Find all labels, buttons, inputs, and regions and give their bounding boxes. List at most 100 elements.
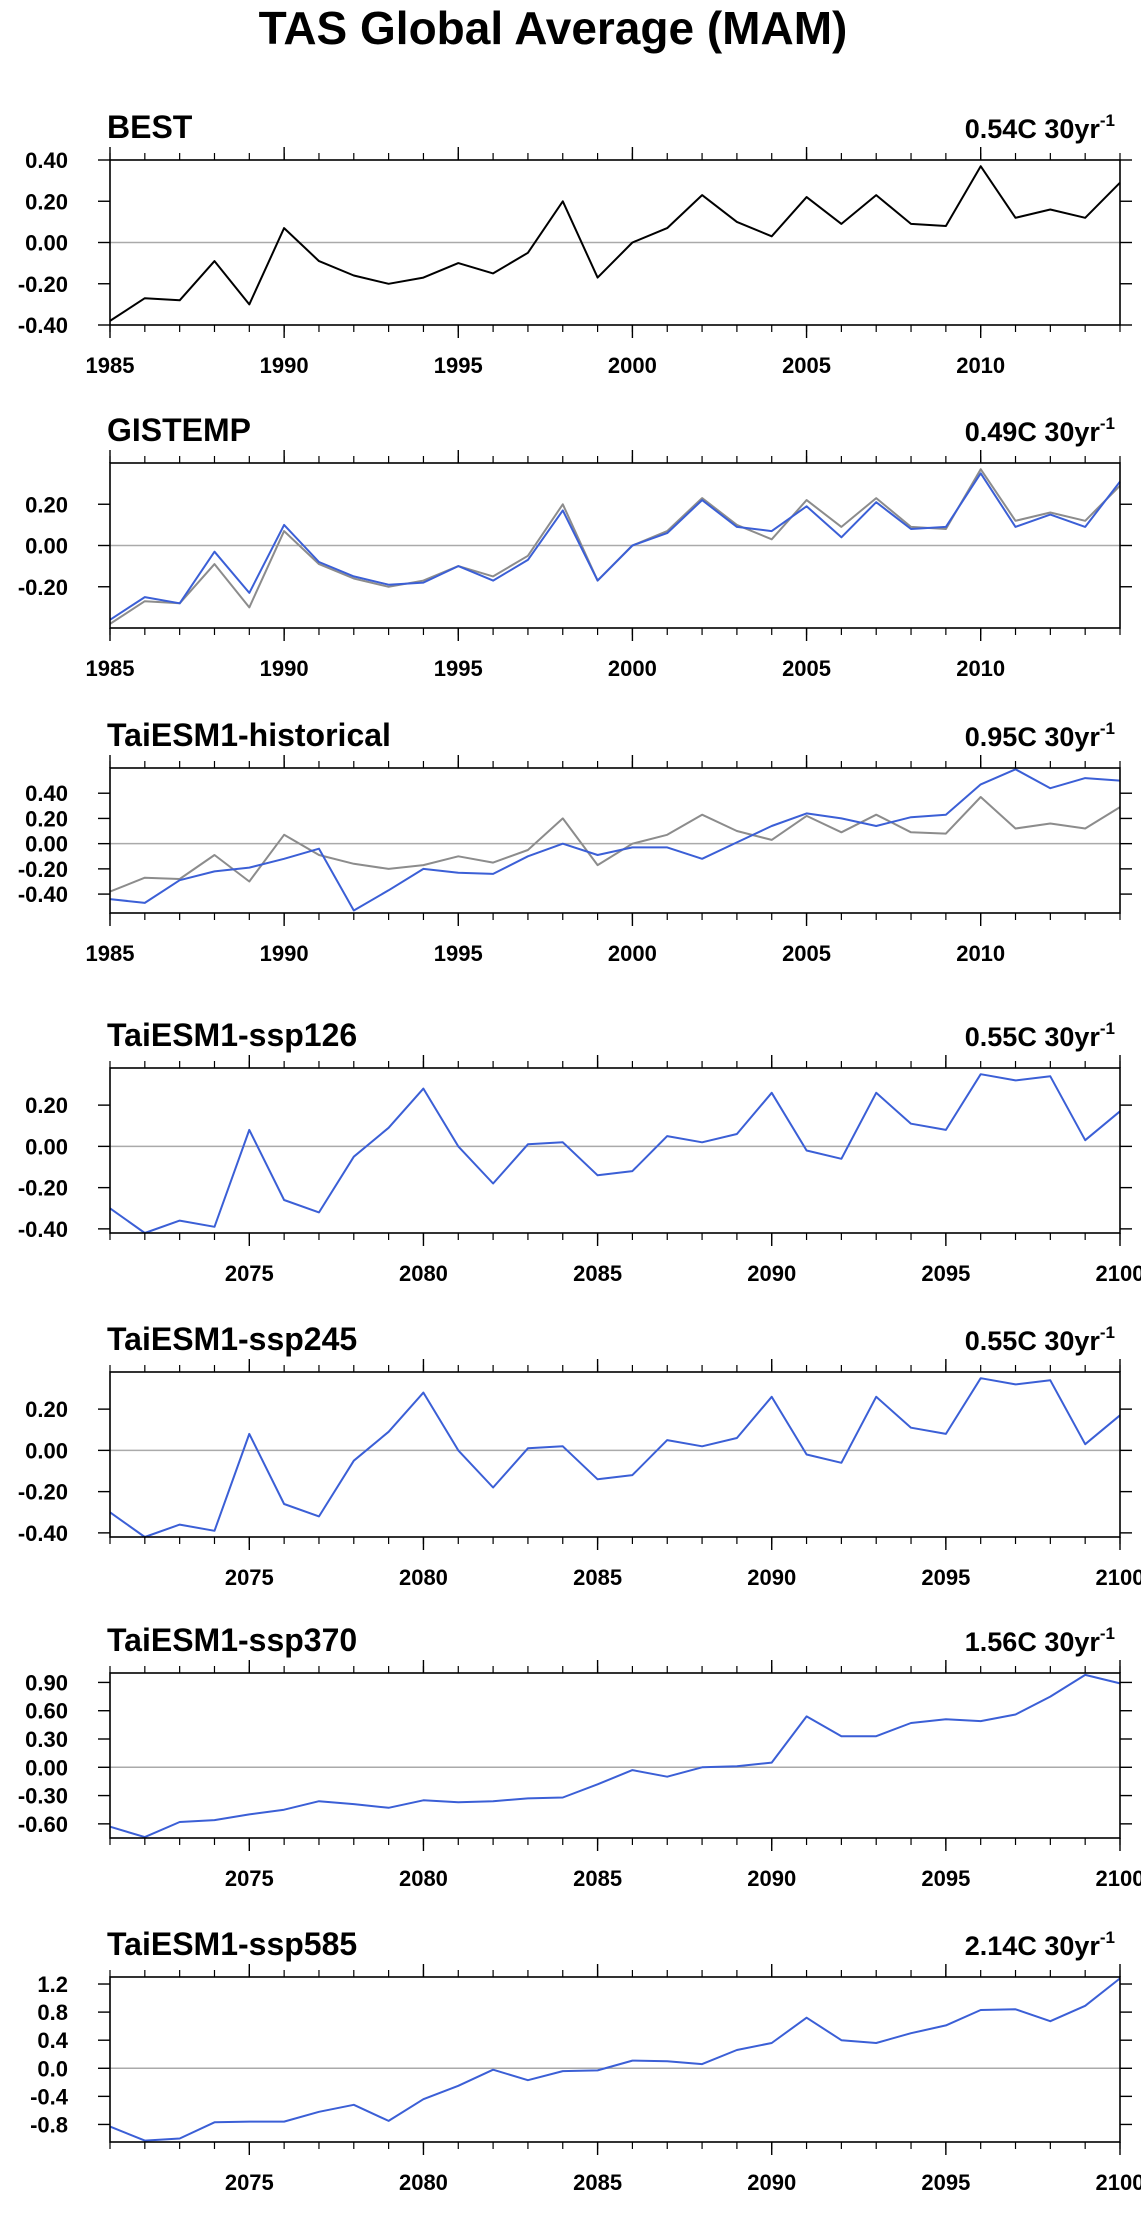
y-tick-label: 0.00 xyxy=(25,1755,68,1780)
y-tick-label: 0.90 xyxy=(25,1670,68,1695)
plot-frame xyxy=(109,767,1121,914)
x-tick-label: 2075 xyxy=(225,1565,274,1590)
x-tick-label: 2075 xyxy=(225,2170,274,2195)
plot-frame xyxy=(109,1672,1121,1839)
x-tick-label: 1990 xyxy=(260,656,309,681)
trend-label: 0.55C 30yr-1 xyxy=(965,1019,1115,1052)
panel-title: TaiESM1-historical xyxy=(107,717,391,753)
trend-label: 2.14C 30yr-1 xyxy=(965,1928,1115,1961)
series-line-1 xyxy=(109,1073,1121,1234)
x-tick-label: 2090 xyxy=(747,2170,796,2195)
series-line-1 xyxy=(109,1977,1121,2142)
x-tick-label: 1985 xyxy=(86,353,135,378)
x-tick-label: 2005 xyxy=(782,941,831,966)
x-tick-label: 2090 xyxy=(747,1565,796,1590)
y-tick-label: 0.00 xyxy=(25,832,68,857)
series-line-2 xyxy=(109,768,1121,912)
y-tick-label: 0.40 xyxy=(25,148,68,173)
x-tick-label: 2075 xyxy=(225,1866,274,1891)
panel-2: GISTEMP 0.49C 30yr-1 1985 1990 1995 2000 2005 2… xyxy=(18,412,1132,681)
trend-exponent: -1 xyxy=(1100,1624,1115,1643)
y-tick-label: 0.8 xyxy=(37,2000,68,2025)
y-tick-label: -0.8 xyxy=(30,2112,68,2137)
x-tick-label: 2080 xyxy=(399,1261,448,1286)
x-tick-label: 2085 xyxy=(573,1565,622,1590)
panel-5: TaiESM1-ssp245 0.55C 30yr-1 2075 2080 2085 20… xyxy=(18,1321,1141,1590)
x-tick-label: 1990 xyxy=(260,941,309,966)
x-tick-label: 2010 xyxy=(956,656,1005,681)
x-tick-label: 1995 xyxy=(434,656,483,681)
y-tick-label: 0.20 xyxy=(25,189,68,214)
y-tick-label: 0.0 xyxy=(37,2056,68,2081)
plot-frame xyxy=(109,1976,1121,2143)
x-tick-label: 2000 xyxy=(608,941,657,966)
y-tick-label: -0.40 xyxy=(18,313,68,338)
trend-exponent: -1 xyxy=(1100,1019,1115,1038)
x-tick-label: 2005 xyxy=(782,353,831,378)
y-tick-label: -0.40 xyxy=(18,1217,68,1242)
y-tick-label: 0.00 xyxy=(25,231,68,256)
x-tick-label: 2075 xyxy=(225,1261,274,1286)
x-tick-label: 2080 xyxy=(399,1565,448,1590)
x-tick-label: 2095 xyxy=(921,2170,970,2195)
x-tick-label: 2005 xyxy=(782,656,831,681)
y-tick-label: 0.20 xyxy=(25,1093,68,1118)
panel-title: TaiESM1-ssp126 xyxy=(107,1017,357,1053)
plot-frame xyxy=(109,1067,1121,1234)
panel-title: TaiESM1-ssp245 xyxy=(107,1321,357,1357)
y-tick-label: 0.00 xyxy=(25,534,68,559)
x-tick-label: 2080 xyxy=(399,2170,448,2195)
x-tick-label: 2010 xyxy=(956,353,1005,378)
panel-title: BEST xyxy=(107,109,193,145)
trend-exponent: -1 xyxy=(1100,719,1115,738)
x-tick-label: 1995 xyxy=(434,353,483,378)
figure-title: TAS Global Average (MAM) xyxy=(259,2,848,54)
panel-3: TaiESM1-historical 0.95C 30yr-1 1985 1990 19… xyxy=(18,717,1132,966)
y-tick-label: 0.00 xyxy=(25,1438,68,1463)
series-line-1 xyxy=(109,796,1121,893)
series-line-2 xyxy=(109,472,1121,621)
panel-title: TaiESM1-ssp585 xyxy=(107,1926,357,1962)
x-tick-label: 1995 xyxy=(434,941,483,966)
x-tick-label: 2085 xyxy=(573,1261,622,1286)
y-tick-label: -0.40 xyxy=(18,882,68,907)
y-tick-label: -0.4 xyxy=(30,2084,69,2109)
trend-exponent: -1 xyxy=(1100,414,1115,433)
x-tick-label: 2090 xyxy=(747,1866,796,1891)
trend-exponent: -1 xyxy=(1100,1928,1115,1947)
series-line-1 xyxy=(109,165,1121,322)
y-tick-label: 0.20 xyxy=(25,1397,68,1422)
x-tick-label: 1985 xyxy=(86,941,135,966)
x-tick-label: 1990 xyxy=(260,353,309,378)
trend-label: 0.54C 30yr-1 xyxy=(965,111,1115,144)
y-tick-label: 0.30 xyxy=(25,1727,68,1752)
x-tick-label: 2095 xyxy=(921,1261,970,1286)
panel-7: TaiESM1-ssp585 2.14C 30yr-1 2075 2080 2085 20… xyxy=(30,1926,1141,2195)
trend-label: 0.49C 30yr-1 xyxy=(965,414,1115,447)
series-line-1 xyxy=(109,1377,1121,1538)
panels: BEST 0.54C 30yr-1 1985 1990 1995 2000 2005 2010… xyxy=(18,109,1141,2195)
y-tick-label: -0.20 xyxy=(18,1176,68,1201)
y-tick-label: 1.2 xyxy=(37,1972,68,1997)
panel-6: TaiESM1-ssp370 1.56C 30yr-1 2075 2080 2085 20… xyxy=(18,1622,1141,1891)
y-tick-label: -0.20 xyxy=(18,857,68,882)
trend-label: 1.56C 30yr-1 xyxy=(965,1624,1115,1657)
y-tick-label: 0.4 xyxy=(37,2028,68,2053)
y-tick-label: -0.30 xyxy=(18,1784,68,1809)
panel-title: GISTEMP xyxy=(107,412,251,448)
x-tick-label: 2010 xyxy=(956,941,1005,966)
y-tick-label: -0.40 xyxy=(18,1521,68,1546)
y-tick-label: -0.20 xyxy=(18,272,68,297)
x-tick-label: 2000 xyxy=(608,656,657,681)
series-line-1 xyxy=(109,1673,1121,1839)
y-tick-label: 0.20 xyxy=(25,492,68,517)
y-tick-label: 0.00 xyxy=(25,1134,68,1159)
x-tick-label: 2090 xyxy=(747,1261,796,1286)
panel-4: TaiESM1-ssp126 0.55C 30yr-1 2075 2080 2085 20… xyxy=(18,1017,1141,1286)
plot-frame xyxy=(109,1371,1121,1538)
y-tick-label: -0.20 xyxy=(18,575,68,600)
y-tick-label: -0.20 xyxy=(18,1480,68,1505)
trend-label: 0.95C 30yr-1 xyxy=(965,719,1115,752)
panel-title: TaiESM1-ssp370 xyxy=(107,1622,357,1658)
